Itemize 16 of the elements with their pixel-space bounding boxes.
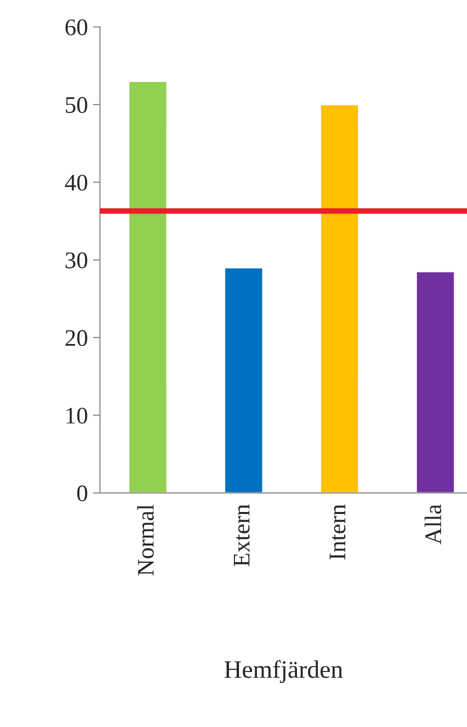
bar	[128, 80, 168, 493]
x-axis-title: Hemfjärden	[224, 660, 343, 684]
y-tick-label: 10	[66, 408, 88, 424]
y-tick-label: 30	[66, 252, 88, 268]
y-tick-label: 50	[66, 97, 88, 113]
x-tick-label: Alla	[424, 504, 442, 544]
y-tick-label: 40	[64, 174, 88, 191]
x-tick-label: Intern	[330, 504, 346, 560]
bar	[320, 104, 360, 493]
bar	[416, 270, 456, 493]
y-tick-label: 20	[66, 330, 88, 346]
x-tick-label: Normal	[137, 504, 154, 576]
y-tick-label: 0	[77, 485, 88, 502]
y-tick-label: 60	[66, 19, 88, 36]
x-tick-label: Extern	[234, 504, 250, 566]
bar	[224, 266, 264, 493]
